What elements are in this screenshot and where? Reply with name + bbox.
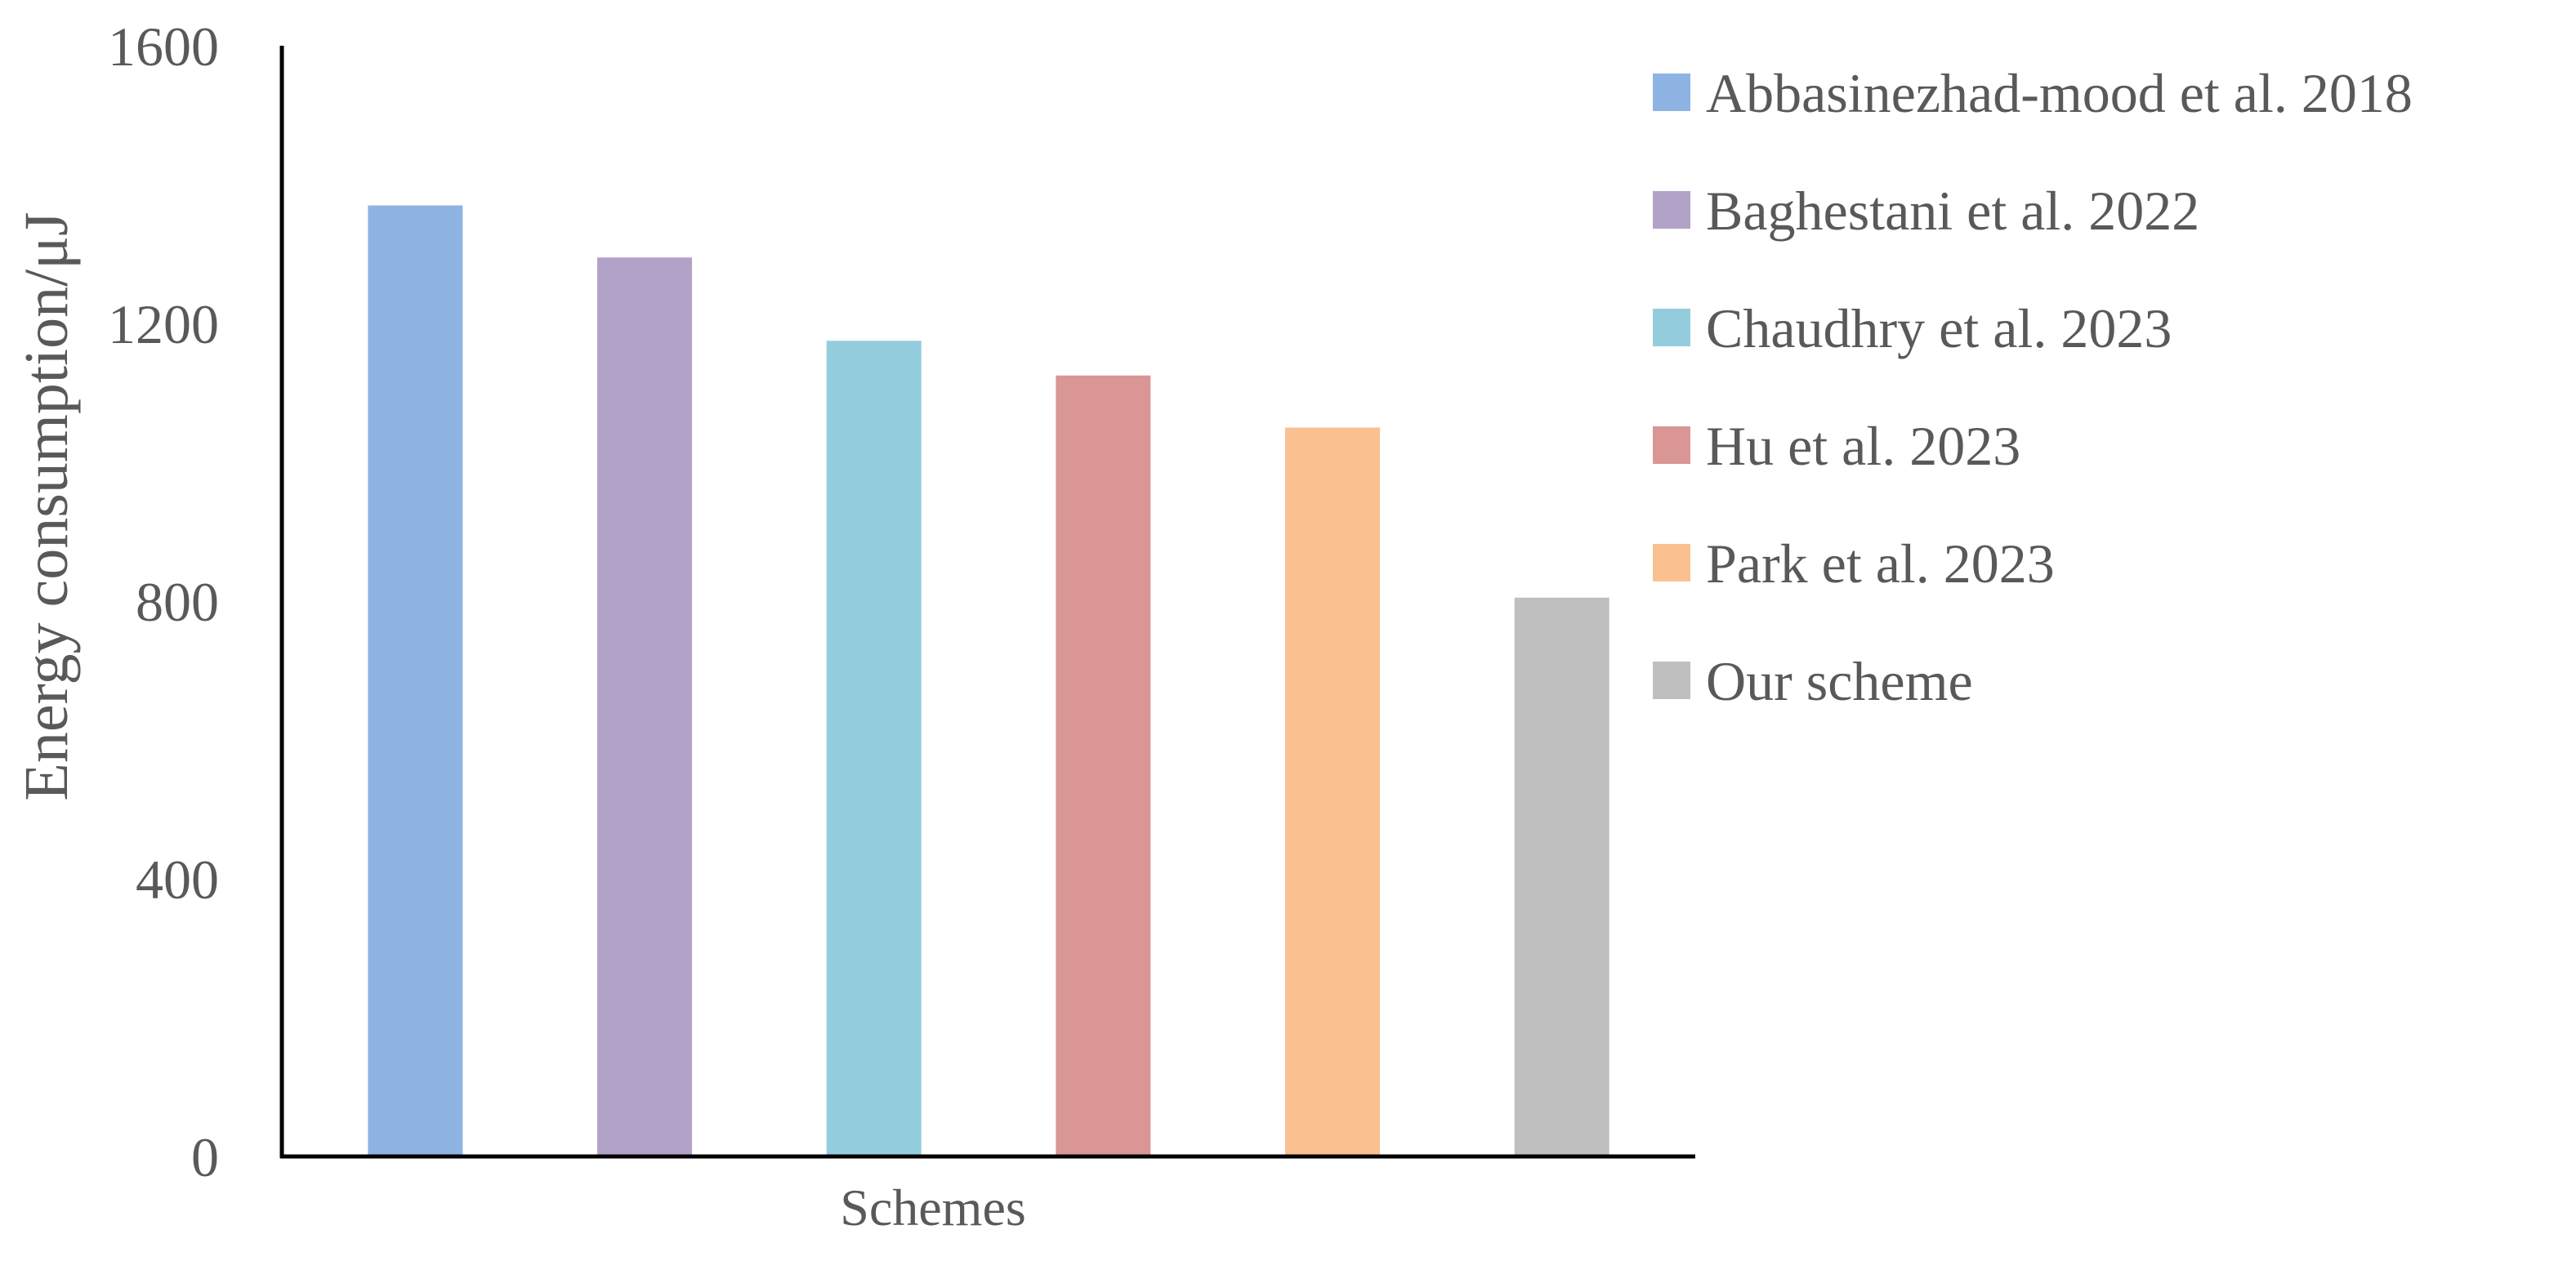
legend-swatch-4 [1653,426,1690,464]
bar-5 [1285,427,1380,1156]
y-tick-label: 800 [136,571,219,633]
legend-swatch-3 [1653,309,1690,346]
legend-swatch-6 [1653,662,1690,699]
legend: Abbasinezhad-mood et al. 2018 Baghestani … [1653,62,2413,712]
y-tick-label: 1600 [108,16,219,78]
x-axis-title: Schemes [840,1179,1026,1236]
y-tick-label: 1200 [108,293,219,355]
legend-label-2: Baghestani et al. 2022 [1706,180,2199,242]
y-tick-label: 400 [136,849,219,911]
y-axis-title: Energy consumption/μJ [12,212,81,800]
legend-label-6: Our scheme [1706,650,1973,712]
legend-swatch-2 [1653,191,1690,229]
bar-3 [826,341,922,1156]
legend-swatch-1 [1653,74,1690,111]
legend-label-3: Chaudhry et al. 2023 [1706,297,2172,359]
legend-swatch-5 [1653,544,1690,581]
bar-1 [368,205,463,1156]
legend-label-1: Abbasinezhad-mood et al. 2018 [1706,62,2413,124]
y-tick-label: 0 [191,1126,219,1188]
bar-4 [1056,375,1151,1156]
bar-6 [1514,597,1609,1156]
legend-label-4: Hu et al. 2023 [1706,415,2020,477]
axes [279,46,1695,1159]
bars [368,205,1609,1156]
y-tick-labels: 0 400 800 1200 1600 [108,16,219,1188]
legend-label-5: Park et al. 2023 [1706,532,2055,595]
bar-2 [597,257,692,1156]
